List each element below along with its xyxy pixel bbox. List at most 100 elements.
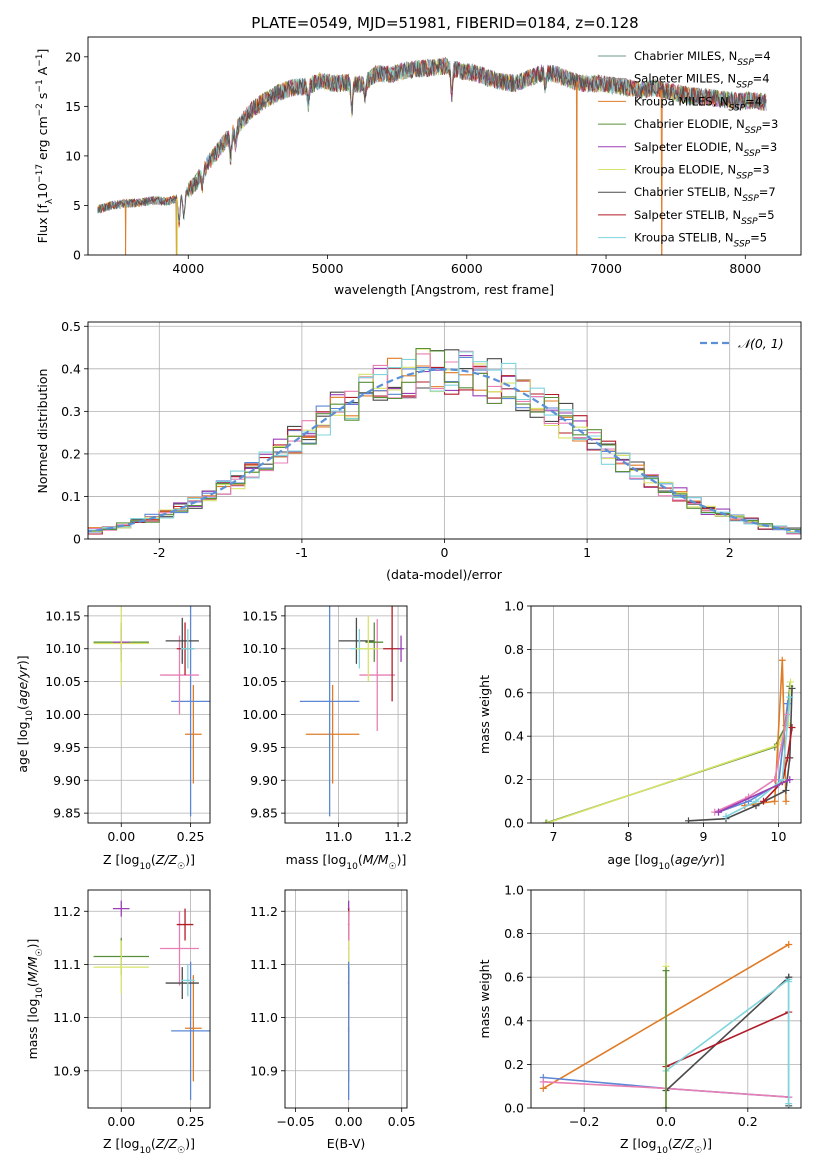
data-point-kroupa_elodie bbox=[120, 966, 123, 968]
y-tick-label: 0.4 bbox=[504, 1013, 524, 1028]
x-tick-label: −0.2 bbox=[569, 1114, 599, 1129]
y-tick-label: 0.2 bbox=[504, 1057, 524, 1072]
y-tick-label: 9.95 bbox=[53, 740, 81, 755]
y-tick-label: 1.0 bbox=[504, 599, 524, 614]
plot-area bbox=[88, 347, 801, 536]
weight-marker-kroupa_miles bbox=[771, 797, 779, 805]
x-tick-label: 0.0 bbox=[656, 1114, 676, 1129]
y-tick-label: 9.90 bbox=[250, 773, 278, 788]
y-tick-label: 11.0 bbox=[250, 1010, 278, 1025]
y-tick-label: 10.9 bbox=[53, 1063, 81, 1078]
data-point-kroupa_miles bbox=[331, 733, 334, 736]
x-tick-label: 0.00 bbox=[335, 1114, 363, 1129]
y-axis-label: age [log10(age/yr)] bbox=[15, 655, 35, 772]
x-tick-label: 9 bbox=[700, 829, 708, 844]
axes-frame bbox=[530, 889, 802, 1109]
y-tick-label: 0.8 bbox=[504, 926, 524, 941]
y-axis-label: mass [log10(M/M☉)] bbox=[25, 939, 45, 1060]
plot-area bbox=[97, 57, 767, 255]
data-point-pink bbox=[178, 674, 181, 676]
data-point-salpeter_elodie bbox=[400, 647, 402, 650]
weight-marker-pink bbox=[771, 776, 779, 784]
y-tick-label: 1.0 bbox=[504, 883, 524, 898]
x-tick-label: 4000 bbox=[172, 261, 204, 276]
histogram-chabrier_elodie bbox=[88, 347, 801, 535]
weight-line-chabrier_stelib bbox=[665, 976, 790, 1092]
y-tick-label: 0.8 bbox=[504, 642, 524, 657]
axes-frame bbox=[284, 889, 408, 1109]
weight-marker-chabrier_elodie bbox=[542, 819, 550, 823]
plot-area bbox=[299, 606, 405, 817]
x-tick-label: 8 bbox=[625, 829, 633, 844]
weight-marker-kroupa_miles bbox=[782, 797, 790, 805]
weight-marker-salpeter_elodie bbox=[786, 776, 794, 784]
y-tick-label: 9.90 bbox=[53, 773, 81, 788]
y-tick-label: 10.15 bbox=[45, 608, 81, 623]
data-point-salpeter_stelib bbox=[391, 647, 394, 650]
y-tick-label: 11.0 bbox=[53, 1010, 81, 1025]
data-point-kroupa_stelib bbox=[186, 979, 189, 982]
y-tick-label: 0.4 bbox=[61, 361, 81, 376]
data-point-salpeter_elodie bbox=[120, 907, 123, 910]
data-point-blue bbox=[189, 1030, 192, 1032]
spectrum-line-kroupa_miles bbox=[97, 59, 767, 255]
spectrum-line-salpeter_stelib bbox=[97, 57, 767, 227]
x-tick-label: 1 bbox=[583, 545, 591, 560]
figure-title: PLATE=0549, MJD=51981, FIBERID=0184, z=0… bbox=[251, 14, 638, 32]
y-tick-label: 10.15 bbox=[242, 608, 278, 623]
weight-marker-salpeter_stelib bbox=[784, 754, 791, 762]
y-tick-label: 0.1 bbox=[61, 489, 81, 504]
weight-marker-chabrier_stelib bbox=[782, 786, 790, 794]
weight-marker-chabrier_stelib bbox=[788, 684, 796, 692]
y-axis-label: mass weight bbox=[477, 959, 492, 1038]
data-point-pink bbox=[178, 947, 181, 950]
x-tick-label: 5000 bbox=[312, 261, 344, 276]
weight-marker-salpeter_elodie bbox=[715, 808, 722, 816]
weight-line-pink bbox=[714, 714, 789, 813]
legend-entry: Kroupa ELODIE, NSSP=3 bbox=[634, 163, 770, 182]
weight-marker-chabrier_elodie bbox=[662, 1104, 670, 1108]
weight-marker-chabrier_stelib bbox=[685, 817, 692, 823]
x-tick-label: 7 bbox=[550, 829, 558, 844]
weight-marker-kroupa_elodie bbox=[787, 678, 794, 686]
x-tick-label: 8000 bbox=[729, 261, 761, 276]
weight-marker-salpeter_stelib bbox=[788, 724, 796, 732]
data-point-blue bbox=[189, 700, 192, 703]
y-tick-label: 5 bbox=[73, 198, 81, 213]
weight-line-kroupa_stelib bbox=[725, 697, 791, 818]
age_vs_mass-axes: 11.0 11.2 9.85 9.90 9.95 10.00 10.05 10.10 10.15… bbox=[242, 605, 412, 872]
axes-frame bbox=[87, 36, 802, 256]
mass_weight_vs_Z-axes: −0.2 0.0 0.2 0.0 0.2 0.4 0.6 0.8 1.0 Z [log10(Z/Z… bbox=[477, 883, 802, 1156]
y-tick-label: 0.4 bbox=[504, 729, 524, 744]
spectrum-line-chabrier_stelib bbox=[97, 59, 767, 221]
x-tick-label: 0.00 bbox=[107, 829, 135, 844]
data-point-pink bbox=[376, 674, 379, 676]
x-tick-label: 0.25 bbox=[177, 829, 205, 844]
age_vs_Z-axes: 0.00 0.25 9.85 9.90 9.95 10.00 10.05 10.10 10.15… bbox=[15, 605, 211, 872]
mass_vs_ebv-axes: −0.05 0.00 0.05 10.9 11.0 11.1 11.2 E(B-V) bbox=[250, 889, 416, 1151]
y-tick-label: 0.0 bbox=[504, 816, 524, 831]
y-tick-label: 0.2 bbox=[61, 446, 81, 461]
data-point-kroupa_miles bbox=[192, 1027, 195, 1030]
y-tick-label: 10.10 bbox=[242, 641, 278, 656]
x-axis-label: E(B-V) bbox=[327, 1136, 366, 1151]
axes-frame bbox=[87, 889, 211, 1109]
y-tick-label: 11.2 bbox=[53, 904, 81, 919]
y-tick-label: 9.95 bbox=[250, 740, 278, 755]
y-tick-label: 11.1 bbox=[250, 957, 278, 972]
weight-marker-kroupa_miles bbox=[778, 656, 786, 664]
legend-entry: Chabrier ELODIE, NSSP=3 bbox=[634, 117, 778, 136]
axes-frame bbox=[87, 605, 211, 824]
y-tick-label: 11.1 bbox=[53, 957, 81, 972]
x-tick-label: 6000 bbox=[451, 261, 483, 276]
weight-marker-kroupa_stelib bbox=[752, 797, 760, 805]
x-tick-label: 0.00 bbox=[107, 1114, 135, 1129]
weight-marker-kroupa_miles bbox=[539, 1084, 547, 1092]
legend-entry: Kroupa STELIB, NSSP=5 bbox=[634, 231, 767, 250]
residual-axes: -2 -1 0 1 2 0 0.1 0.2 0.3 0.4 0.5 𝒩(0, 1) (data-mode… bbox=[35, 319, 802, 582]
data-point-chabrier_elodie bbox=[373, 641, 376, 644]
y-tick-label: 0.6 bbox=[504, 685, 524, 700]
y-axis-label: Flux [fλ10−17 erg cm−2 s−1 A−1] bbox=[35, 49, 55, 244]
y-tick-label: 10.9 bbox=[250, 1063, 278, 1078]
legend-entry: Chabrier STELIB, NSSP=7 bbox=[634, 185, 776, 204]
